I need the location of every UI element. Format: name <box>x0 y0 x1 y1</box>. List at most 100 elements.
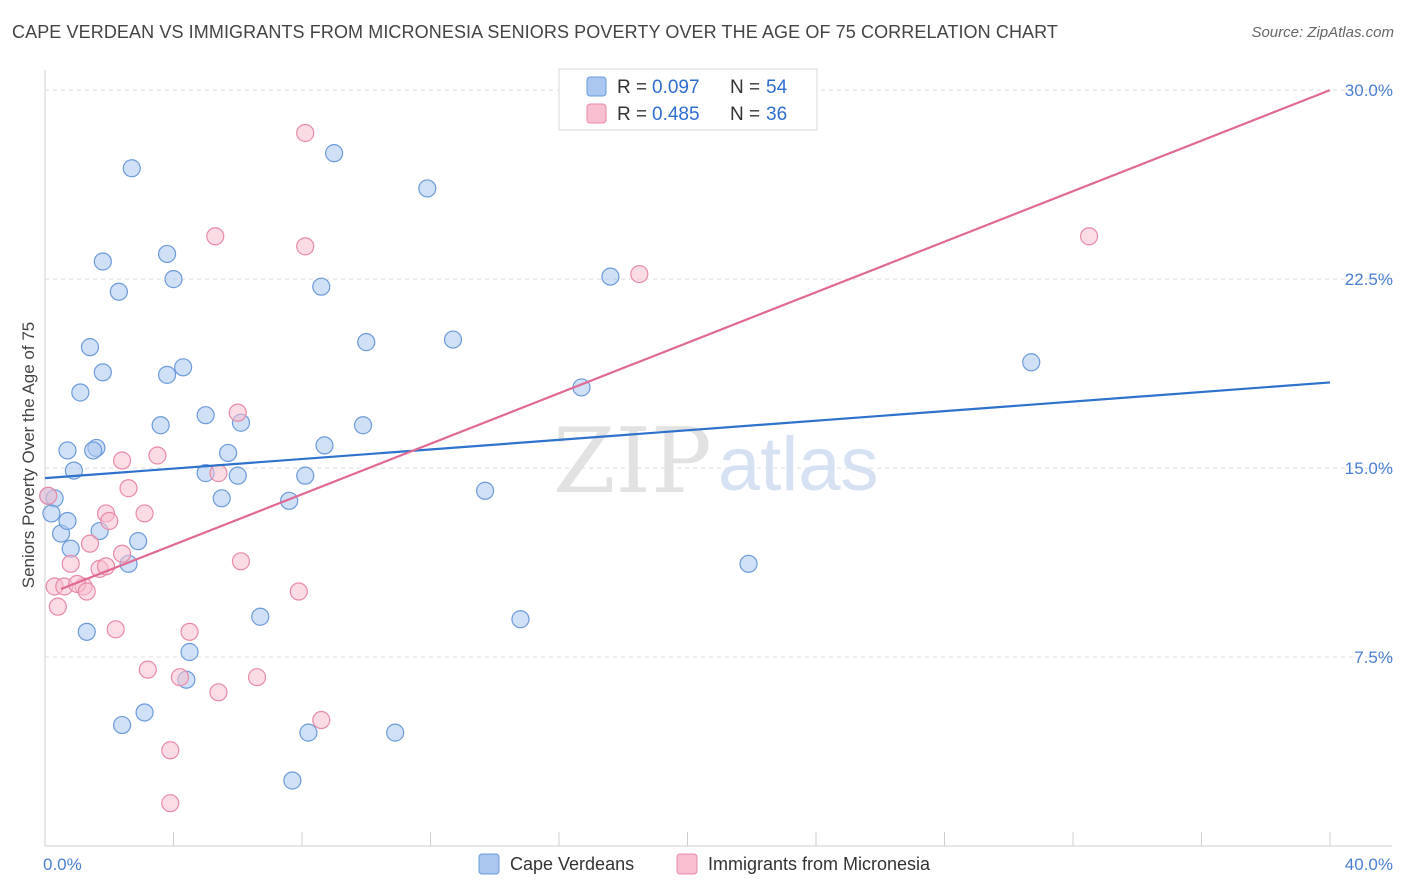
point-pink-0 <box>39 486 58 505</box>
point-blue-9 <box>71 383 90 402</box>
point-blue-4 <box>58 511 77 531</box>
point-blue-14 <box>122 159 141 178</box>
point-blue-39 <box>299 723 318 742</box>
point-blue-5 <box>61 539 80 558</box>
bottom-legend-swatch-blue <box>478 853 500 875</box>
bottom-legend-swatch-pink <box>676 853 698 875</box>
point-pink-28 <box>231 552 251 571</box>
point-blue-40 <box>325 144 344 163</box>
y-tick-label-2: 22.5% <box>1345 270 1393 289</box>
point-pink-26 <box>209 683 228 702</box>
point-blue-2 <box>42 504 61 523</box>
legend-n-value-blue: 54 <box>766 77 788 98</box>
point-blue-41 <box>312 277 331 296</box>
point-blue-17 <box>157 365 177 384</box>
point-blue-16 <box>164 270 183 289</box>
legend: R = 0.097 N = 54 R = 0.485 N = 36 <box>558 68 818 131</box>
y-tick-label-3: 30.0% <box>1345 81 1393 100</box>
axes <box>44 70 1392 847</box>
point-blue-26 <box>77 622 96 641</box>
legend-r-label-blue: R = <box>617 77 647 98</box>
point-pink-25 <box>209 464 228 483</box>
point-pink-22 <box>180 622 199 641</box>
x-tick-label-0: 0.0% <box>43 855 82 874</box>
point-pink-34 <box>630 264 649 284</box>
point-pink-30 <box>289 582 308 601</box>
point-pink-27 <box>228 403 247 422</box>
point-blue-37 <box>315 436 334 455</box>
point-blue-31 <box>135 703 154 722</box>
point-blue-34 <box>251 607 270 626</box>
point-blue-8 <box>84 441 103 460</box>
point-pink-32 <box>296 123 315 143</box>
point-pink-23 <box>170 668 190 687</box>
trend-line-blue <box>44 381 1331 480</box>
point-pink-31 <box>296 237 315 256</box>
point-pink-7 <box>77 582 96 601</box>
y-tick-label-0: 7.5% <box>1354 648 1393 667</box>
legend-swatch-blue <box>586 76 607 97</box>
point-blue-29 <box>129 532 148 551</box>
point-pink-12 <box>100 511 119 531</box>
point-blue-38 <box>283 771 302 790</box>
point-blue-23 <box>228 466 247 485</box>
watermark-atlas: atlas <box>718 422 879 507</box>
point-blue-18 <box>174 358 193 377</box>
y-tick-labels: 7.5% 15.0% 22.5% 30.0% <box>1345 81 1393 667</box>
point-blue-6 <box>58 441 77 460</box>
point-blue-52 <box>1022 353 1041 372</box>
trend-lines <box>44 89 1331 591</box>
point-blue-42 <box>353 416 373 435</box>
y-tick-label-1: 15.0% <box>1345 459 1393 478</box>
x-tick-label-1: 40.0% <box>1345 855 1393 874</box>
x-tick-labels: 0.0% 40.0% <box>43 855 1393 874</box>
point-blue-30 <box>112 715 132 735</box>
point-pink-21 <box>161 794 180 813</box>
point-pink-33 <box>312 710 331 730</box>
legend-r-label-pink: R = <box>617 104 647 125</box>
point-pink-29 <box>247 668 267 687</box>
series-micronesia <box>39 123 1099 813</box>
point-blue-12 <box>93 252 112 271</box>
point-pink-24 <box>206 227 225 246</box>
point-blue-46 <box>443 330 463 349</box>
point-blue-11 <box>93 363 112 382</box>
point-pink-17 <box>148 446 167 465</box>
point-blue-20 <box>196 406 215 425</box>
legend-r-value-pink: 0.485 <box>652 104 700 125</box>
point-pink-15 <box>119 479 138 498</box>
trend-line-pink <box>60 89 1331 591</box>
point-blue-51 <box>739 554 758 573</box>
point-pink-13 <box>112 451 132 470</box>
point-pink-18 <box>106 620 125 639</box>
source-label: Source: ZipAtlas.com <box>1251 24 1394 41</box>
point-pink-2 <box>48 597 67 616</box>
point-pink-20 <box>161 741 180 760</box>
point-pink-19 <box>138 660 157 679</box>
point-blue-13 <box>109 282 128 301</box>
point-blue-45 <box>418 179 437 198</box>
point-blue-22 <box>219 443 238 463</box>
y-axis-title: Seniors Poverty Over the Age of 75 <box>19 322 38 588</box>
watermark-zip: ZIP <box>553 409 712 514</box>
point-blue-33 <box>180 642 199 662</box>
legend-swatch-pink <box>586 103 607 124</box>
point-blue-15 <box>157 244 177 264</box>
point-blue-43 <box>357 333 376 352</box>
point-pink-14 <box>112 544 132 563</box>
bottom-legend-label-pink: Immigrants from Micronesia <box>708 854 931 874</box>
bottom-legend-label-blue: Cape Verdeans <box>510 854 634 874</box>
point-pink-4 <box>61 554 80 573</box>
point-blue-44 <box>386 723 405 742</box>
point-pink-10 <box>80 534 100 553</box>
legend-n-label-pink: N = <box>730 104 760 125</box>
legend-n-label-blue: N = <box>730 77 760 98</box>
grid-lines <box>45 89 1392 658</box>
point-blue-19 <box>151 416 170 435</box>
watermark: ZIP atlas <box>553 409 879 514</box>
chart-title: CAPE VERDEAN VS IMMIGRANTS FROM MICRONES… <box>12 22 1059 42</box>
point-pink-16 <box>135 504 154 523</box>
legend-r-value-blue: 0.097 <box>652 77 700 98</box>
point-blue-10 <box>80 338 100 357</box>
